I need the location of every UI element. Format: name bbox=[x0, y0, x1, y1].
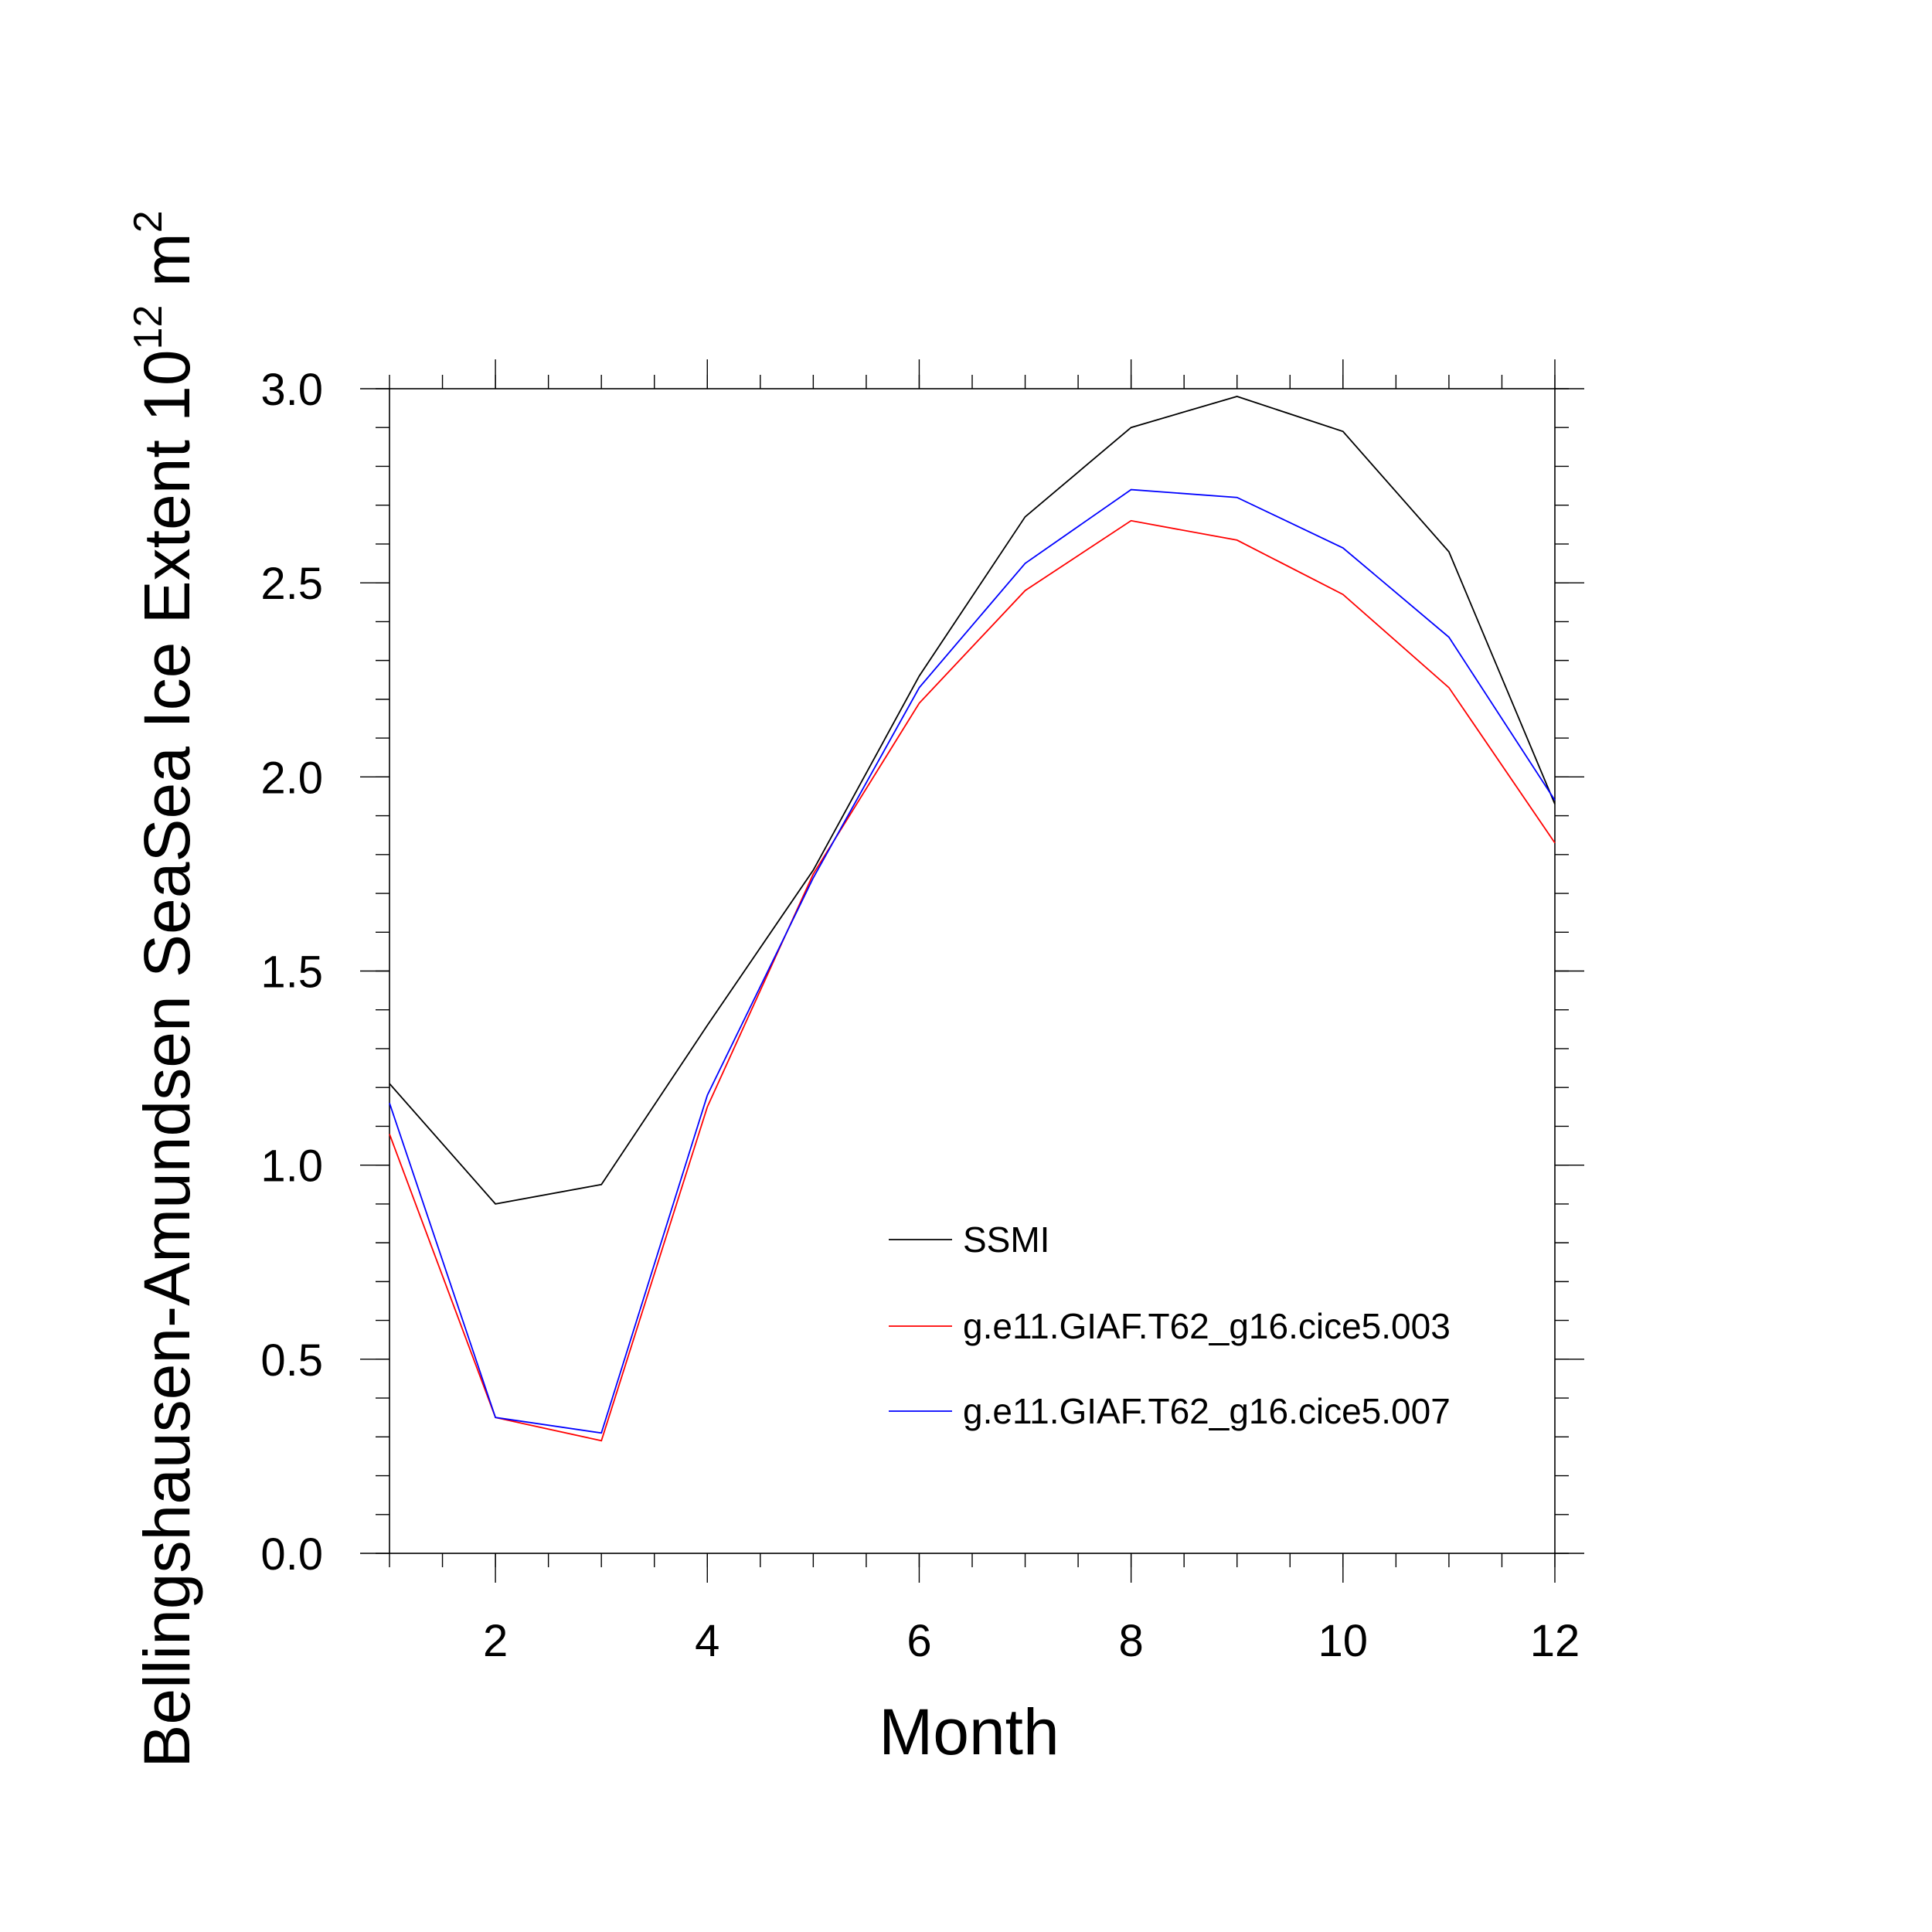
major-ticks bbox=[360, 359, 1584, 1583]
legend-label-2: g.e11.GIAF.T62_g16.cice5.003 bbox=[963, 1306, 1451, 1346]
series-line-2 bbox=[389, 519, 1556, 1442]
x-tick-label: 10 bbox=[1318, 1616, 1369, 1666]
y-tick-label: 2.0 bbox=[260, 753, 323, 803]
x-tick-label: 2 bbox=[483, 1616, 508, 1666]
x-tick-label: 8 bbox=[1119, 1616, 1144, 1666]
y-tick-label: 1.5 bbox=[260, 947, 323, 998]
y-tick-label: 2.5 bbox=[260, 559, 323, 609]
x-tick-label: 6 bbox=[906, 1616, 931, 1666]
y-axis-title-main: Bellingshausen-Amundsen SeaSea Ice Exten… bbox=[131, 349, 203, 1767]
y-tick-label: 3.0 bbox=[260, 365, 323, 415]
plot-frame bbox=[389, 388, 1556, 1554]
legend: SSMI g.e11.GIAF.T62_g16.cice5.003 g.e11.GI… bbox=[889, 1219, 1451, 1431]
x-axis-title: Month bbox=[879, 1696, 1059, 1768]
legend-label-1: SSMI bbox=[963, 1219, 1049, 1260]
series-line-1 bbox=[389, 396, 1556, 1205]
y-axis-title-unit-exponent: 2 bbox=[126, 210, 171, 233]
series-lines bbox=[389, 396, 1556, 1442]
x-tick-labels: 2 4 6 8 10 12 bbox=[483, 1616, 1580, 1666]
minor-ticks bbox=[376, 375, 1569, 1567]
x-tick-label: 4 bbox=[695, 1616, 719, 1666]
y-axis-title-unit: m bbox=[131, 233, 203, 304]
y-axis-title-exponent: 12 bbox=[126, 305, 171, 350]
x-tick-label: 12 bbox=[1530, 1616, 1580, 1666]
y-tick-labels: 0.0 0.5 1.0 1.5 2.0 2.5 3.0 bbox=[260, 365, 323, 1580]
series-line-3 bbox=[389, 488, 1556, 1434]
y-tick-label: 0.0 bbox=[260, 1529, 323, 1580]
legend-label-3: g.e11.GIAF.T62_g16.cice5.007 bbox=[963, 1391, 1451, 1431]
y-tick-label: 1.0 bbox=[260, 1141, 323, 1192]
y-axis-title: Bellingshausen-Amundsen SeaSea Ice Exten… bbox=[126, 210, 203, 1767]
y-tick-label: 0.5 bbox=[260, 1335, 323, 1386]
